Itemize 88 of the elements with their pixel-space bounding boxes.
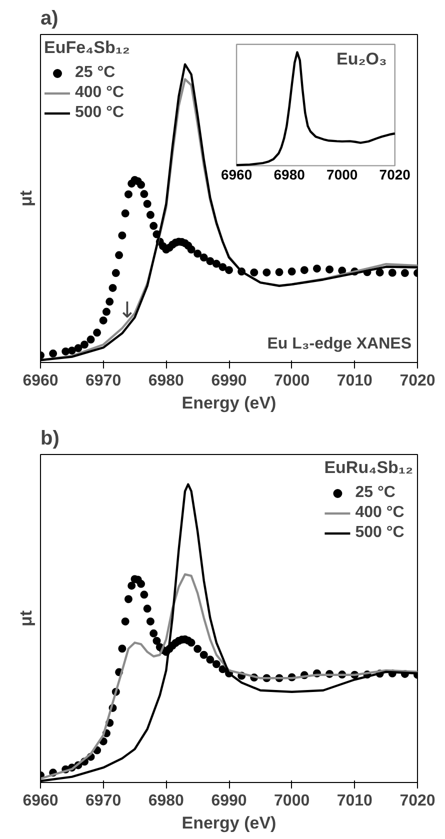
- point: [376, 268, 384, 276]
- point: [400, 269, 409, 278]
- point: [200, 650, 208, 659]
- point: [218, 263, 227, 272]
- point: [150, 222, 158, 230]
- x-tick-label: 6980: [148, 792, 184, 810]
- point: [143, 200, 152, 208]
- x-tick-label: 6990: [211, 372, 247, 390]
- legend-label: 500 °C: [355, 524, 404, 542]
- point: [137, 180, 146, 189]
- y-axis-title: μt: [16, 190, 36, 207]
- point: [68, 346, 76, 355]
- point: [326, 265, 334, 274]
- x-tick-label: 6960: [22, 372, 58, 390]
- point: [99, 316, 108, 324]
- point: [152, 636, 161, 645]
- x-tick-label: 7010: [336, 372, 373, 390]
- point: [212, 260, 220, 268]
- point: [80, 340, 88, 349]
- point: [86, 336, 95, 344]
- point: [275, 268, 284, 276]
- point: [143, 604, 152, 613]
- point: [250, 268, 258, 276]
- point: [212, 660, 220, 668]
- x-tick-label: 6970: [86, 372, 122, 390]
- chart-subtitle: EuRu₄Sb₁₂: [324, 458, 413, 478]
- point: [112, 269, 120, 278]
- chart-title: Eu₂O₃: [336, 49, 387, 68]
- point: [124, 190, 132, 198]
- point: [108, 284, 117, 292]
- x-tick-label: 7020: [400, 372, 436, 390]
- x-tick-label: 7000: [274, 372, 310, 390]
- point: [194, 644, 202, 653]
- point: [93, 328, 102, 337]
- x-tick-label: 6980: [148, 372, 184, 390]
- y-axis-title: μt: [16, 610, 36, 627]
- point: [206, 257, 214, 266]
- point: [49, 350, 58, 358]
- point: [150, 629, 158, 638]
- point: [200, 254, 208, 262]
- point: [300, 266, 308, 274]
- point: [262, 268, 271, 276]
- point: [74, 344, 82, 352]
- chart-title: b): [40, 428, 60, 450]
- x-tick-label: 7020: [379, 166, 411, 183]
- x-axis-title: Energy (eV): [182, 814, 276, 832]
- point: [312, 264, 321, 273]
- annotation: ↓: [118, 298, 136, 324]
- point: [225, 266, 233, 274]
- point: [187, 638, 196, 647]
- point: [140, 590, 148, 599]
- point: [118, 644, 126, 653]
- x-tick-label: 6960: [220, 166, 252, 183]
- point: [121, 617, 130, 626]
- x-tick-label: 7020: [400, 792, 436, 810]
- point: [121, 209, 130, 218]
- point: [102, 308, 110, 316]
- point: [146, 617, 154, 626]
- point: [140, 190, 148, 198]
- point: [118, 231, 126, 240]
- legend-label: 25 °C: [355, 484, 396, 502]
- x-tick-label: 6990: [211, 792, 247, 810]
- point: [137, 580, 146, 588]
- point: [388, 268, 396, 277]
- point: [106, 298, 114, 306]
- legend-label: 500 °C: [75, 104, 124, 122]
- point: [128, 582, 136, 590]
- legend-label: 400 °C: [75, 84, 124, 102]
- point: [146, 210, 154, 219]
- x-tick-label: 6970: [86, 792, 122, 810]
- point: [194, 250, 202, 258]
- annotation: Eu L₃-edge XANES: [267, 336, 412, 352]
- chart-title: a): [40, 8, 58, 30]
- point: [62, 347, 70, 356]
- point: [206, 656, 214, 664]
- x-tick-label: 7000: [326, 166, 358, 183]
- x-tick-label: 6960: [22, 792, 58, 810]
- legend-label: 25 °C: [75, 64, 116, 82]
- x-axis-title: Energy (eV): [182, 394, 276, 412]
- x-tick-label: 7010: [336, 792, 373, 810]
- legend-label: 400 °C: [355, 504, 404, 522]
- point: [187, 245, 196, 254]
- point: [124, 595, 132, 604]
- chart-subtitle: EuFe₄Sb₁₂: [44, 38, 130, 58]
- x-tick-label: 6980: [274, 166, 306, 183]
- point: [115, 251, 124, 260]
- point: [288, 268, 296, 276]
- x-tick-label: 7000: [274, 792, 310, 810]
